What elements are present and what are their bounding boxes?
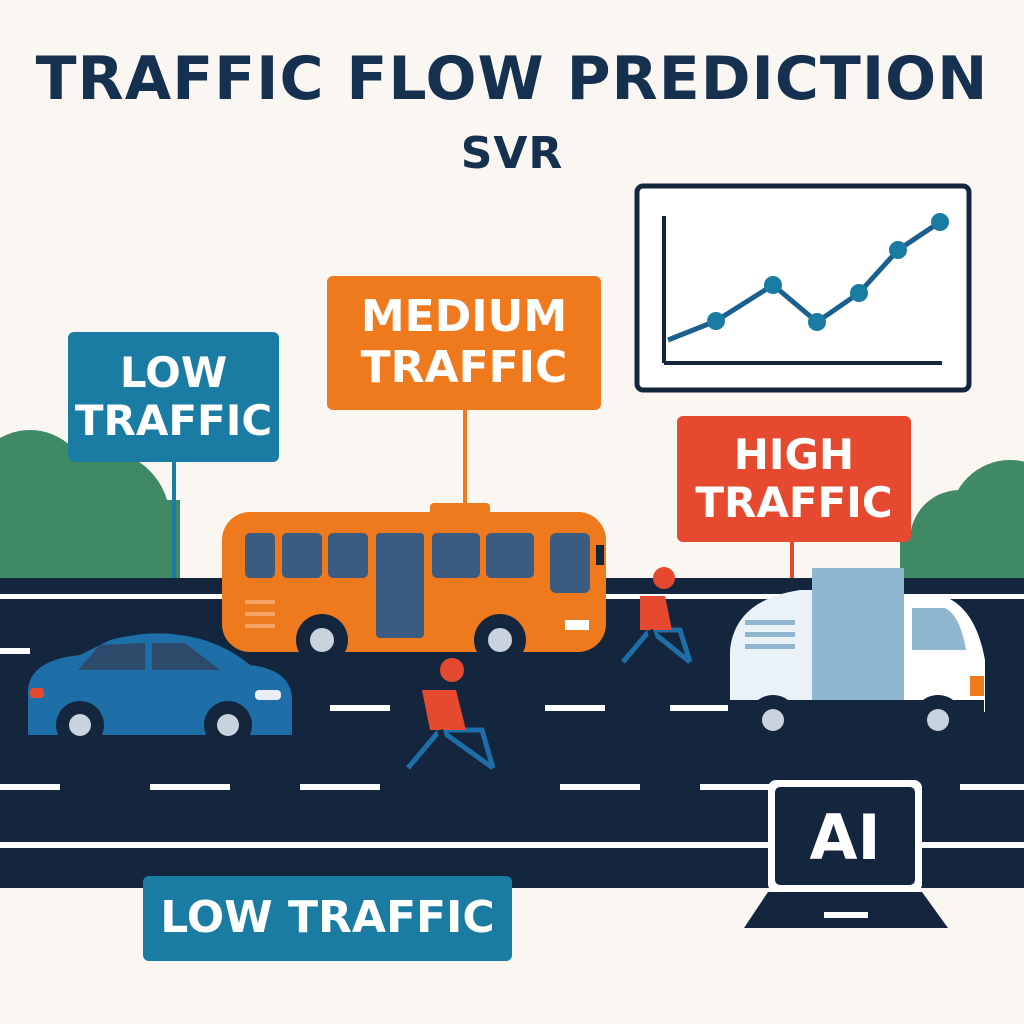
truck [728,568,985,745]
laptop-icon [744,780,948,928]
page-title: TRAFFIC FLOW PREDICTION [35,44,989,114]
medium-sign-pole [463,408,467,508]
cyclist-lower [380,658,521,796]
cyclist-upper [596,567,717,689]
low-traffic-banner: LOW TRAFFIC [143,876,512,961]
low-sign-pole [172,460,176,580]
high-sign-pole [790,540,794,585]
laptop-screen-text: AI [809,800,881,874]
bus [222,503,606,666]
page-subtitle: SVR [460,128,564,179]
car [28,633,292,749]
low-traffic-sign: LOW TRAFFIC [68,332,279,462]
medium-traffic-sign: MEDIUM TRAFFIC [327,276,601,410]
lane-dashes-2 [0,784,1024,790]
right-bushes [900,460,1024,590]
line-chart-icon [634,183,972,393]
left-bushes [0,430,180,590]
lane-dashes-1 [0,648,730,711]
high-traffic-sign: HIGH TRAFFIC [677,416,911,542]
